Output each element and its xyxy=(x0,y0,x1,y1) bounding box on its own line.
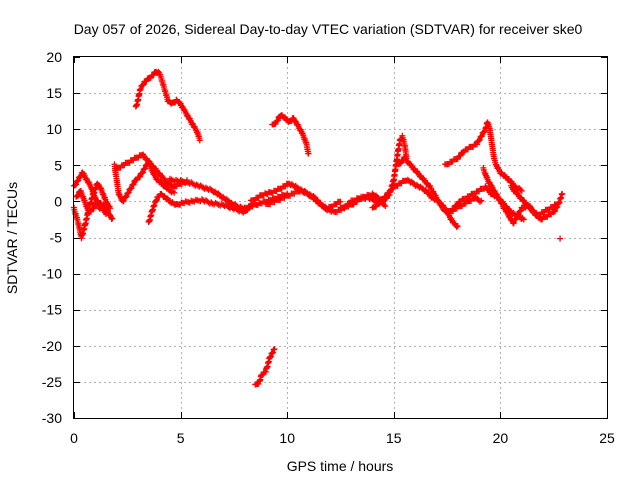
data-point xyxy=(128,185,135,192)
data-point xyxy=(457,152,464,159)
data-point xyxy=(515,211,522,218)
y-tick-label: 0 xyxy=(54,193,62,209)
data-point xyxy=(455,201,462,208)
data-point xyxy=(518,187,525,194)
data-point xyxy=(142,165,149,172)
y-tick-label: -25 xyxy=(42,374,62,390)
x-tick-label: 25 xyxy=(599,430,615,446)
data-point xyxy=(337,198,344,205)
data-point xyxy=(380,196,387,203)
x-tick-label: 5 xyxy=(177,430,185,446)
data-point xyxy=(383,192,390,199)
data-point xyxy=(90,205,97,212)
data-point xyxy=(137,85,144,92)
data-point xyxy=(478,197,485,204)
data-point xyxy=(454,156,461,163)
data-point xyxy=(196,137,203,144)
data-point xyxy=(513,215,520,222)
x-axis-label: GPS time / hours xyxy=(287,458,394,474)
y-tick-label: 5 xyxy=(54,157,62,173)
data-point xyxy=(274,117,281,124)
data-point xyxy=(376,200,383,207)
y-tick-label: -10 xyxy=(42,266,62,282)
data-point xyxy=(102,211,109,218)
data-point xyxy=(473,141,480,148)
data-point xyxy=(125,189,132,196)
data-point xyxy=(240,205,247,212)
y-tick-label: 20 xyxy=(46,49,62,65)
y-tick-label: -30 xyxy=(42,410,62,426)
data-point xyxy=(476,136,483,143)
data-point xyxy=(382,203,389,210)
y-tick-label: -20 xyxy=(42,338,62,354)
data-point xyxy=(552,207,559,214)
y-tick-label: -15 xyxy=(42,302,62,318)
data-point xyxy=(255,380,262,387)
data-point xyxy=(123,193,130,200)
data-point xyxy=(140,81,147,88)
data-points-layer xyxy=(71,68,566,388)
x-tick-label: 15 xyxy=(386,430,402,446)
data-point xyxy=(107,205,114,212)
y-tick-label: -5 xyxy=(50,230,63,246)
data-point xyxy=(267,353,274,360)
data-point xyxy=(453,223,460,230)
data-point xyxy=(451,205,458,212)
data-point xyxy=(272,120,279,127)
data-point xyxy=(109,215,116,222)
data-point xyxy=(305,150,312,157)
ticks-layer: 0 5 10 15 20 25 -30 -25 -20 -15 -10 -5 0 5 10 15 20 xyxy=(42,49,615,446)
x-tick-label: 20 xyxy=(493,430,509,446)
data-point xyxy=(75,177,82,184)
data-point xyxy=(269,349,276,356)
chart-title: Day 057 of 2026, Sidereal Day-to-day VTE… xyxy=(74,21,583,37)
y-tick-label: 15 xyxy=(46,85,62,101)
data-point xyxy=(73,181,80,188)
data-point xyxy=(171,189,178,196)
data-point xyxy=(271,346,278,353)
data-point xyxy=(155,68,162,75)
data-point xyxy=(454,222,461,229)
data-point xyxy=(387,189,394,196)
x-tick-label: 10 xyxy=(279,430,295,446)
data-point xyxy=(557,235,564,242)
data-point xyxy=(120,197,127,204)
data-point xyxy=(476,198,483,205)
data-point xyxy=(130,181,137,188)
data-point xyxy=(137,173,144,180)
data-point xyxy=(552,201,559,208)
data-point xyxy=(510,219,517,226)
data-point xyxy=(373,203,380,210)
data-point xyxy=(397,160,404,167)
data-point xyxy=(478,132,485,139)
data-point xyxy=(520,216,527,223)
y-tick-label: 10 xyxy=(46,121,62,137)
y-axis-label: SDTVAR / TECUs xyxy=(4,182,20,294)
data-point xyxy=(139,169,146,176)
plot-frame xyxy=(73,56,608,419)
x-tick-label: 0 xyxy=(70,430,78,446)
data-point xyxy=(481,128,488,135)
data-point xyxy=(559,190,566,197)
